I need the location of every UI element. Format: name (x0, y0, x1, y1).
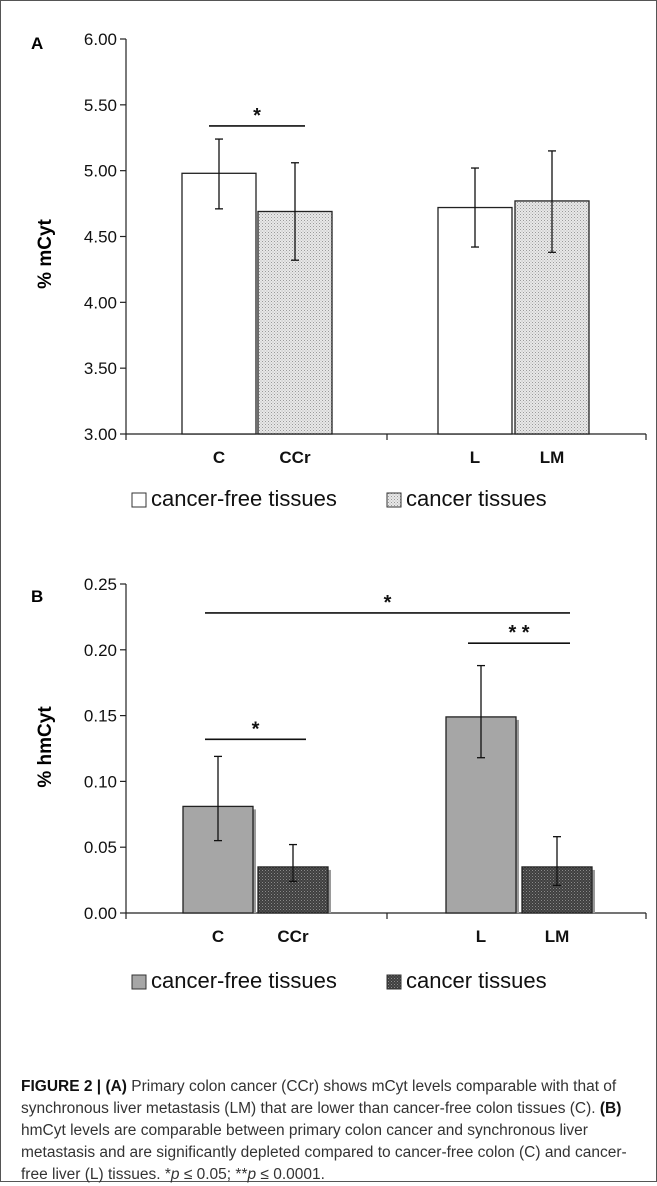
significance-mark: * (384, 592, 392, 614)
significance-mark: * (253, 105, 261, 127)
x-tick-label-ccr: CCr (279, 448, 311, 467)
legend-swatch-cancer-free (131, 492, 147, 508)
y-tick-label: 4.00 (84, 293, 117, 312)
chart-panel-a: A % mCyt 3.00 3.50 4.00 4.50 5.00 5.50 6.00 C CC… (31, 30, 647, 511)
chart-panel-b: B % hmCyt 0.00 0.05 0.10 0.15 0.20 0.25 C CCr L L… (31, 575, 647, 993)
y-tick-label: 3.50 (84, 359, 117, 378)
panel-b-y-axis-label: % hmCyt (35, 706, 56, 788)
bar-c (182, 805, 254, 914)
x-tick-label-l: L (470, 448, 480, 467)
caption-p-symbol-2: p (247, 1166, 257, 1183)
caption-b-label: (B) (599, 1100, 622, 1117)
legend-label-cancer-free: cancer-free tissues (151, 486, 337, 511)
y-tick-label: 4.50 (84, 228, 117, 247)
legend-swatch-cancer (386, 492, 402, 508)
legend-swatch-cancer (386, 974, 402, 990)
x-tick-label-c: C (212, 927, 224, 946)
y-tick-label: 0.10 (84, 772, 117, 791)
caption-threshold-1: ≤ 0.05; ** (179, 1166, 248, 1183)
bar-c (181, 172, 257, 435)
figure-caption: FIGURE 2 | (A) Primary colon cancer (CCr… (21, 1076, 647, 1186)
x-tick-label-lm: LM (545, 927, 570, 946)
caption-a-label: (A) (105, 1078, 127, 1095)
caption-threshold-2: ≤ 0.0001. (256, 1166, 325, 1183)
caption-figure-label: FIGURE 2 | (21, 1078, 106, 1095)
y-tick-label: 0.15 (84, 707, 117, 726)
x-tick-label-lm: LM (540, 448, 565, 467)
legend-swatch-cancer-free (131, 974, 147, 990)
legend-label-cancer: cancer tissues (406, 486, 547, 511)
y-tick-label: 0.05 (84, 838, 117, 857)
y-tick-label: 5.50 (84, 96, 117, 115)
caption-p-symbol: p (170, 1166, 180, 1183)
x-tick-label-ccr: CCr (277, 927, 309, 946)
y-tick-label: 0.00 (84, 904, 117, 923)
panel-b-label: B (31, 587, 43, 606)
panel-a-label: A (31, 34, 43, 53)
significance-mark: * (252, 718, 260, 740)
significance-mark: * * (508, 622, 529, 644)
panel-a-y-axis-label: % mCyt (35, 218, 56, 288)
legend-label-cancer-free: cancer-free tissues (151, 968, 337, 993)
caption-b-text: hmCyt levels are comparable between prim… (21, 1122, 627, 1183)
caption-a-text: Primary colon cancer (CCr) shows mCyt le… (21, 1078, 617, 1117)
y-tick-label: 3.00 (84, 425, 117, 444)
x-tick-label-l: L (476, 927, 486, 946)
y-tick-label: 6.00 (84, 30, 117, 49)
y-tick-label: 5.00 (84, 162, 117, 181)
y-tick-label: 0.25 (84, 575, 117, 594)
legend-label-cancer: cancer tissues (406, 968, 547, 993)
y-tick-label: 0.20 (84, 641, 117, 660)
x-tick-label-c: C (213, 448, 225, 467)
